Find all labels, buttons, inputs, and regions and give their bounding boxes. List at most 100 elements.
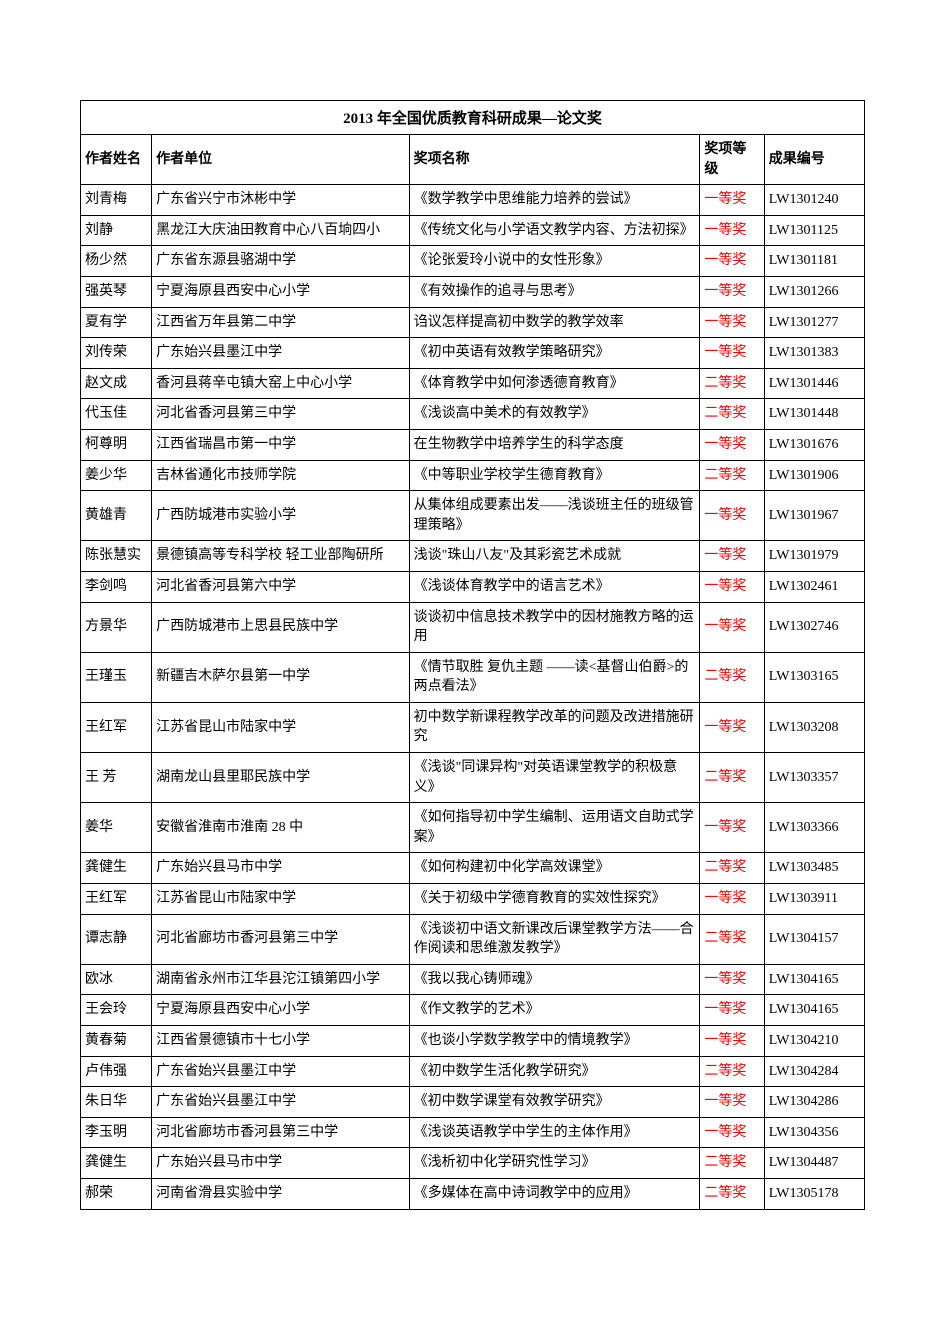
cell-code: LW1304286	[764, 1087, 864, 1118]
cell-author: 李玉明	[81, 1117, 152, 1148]
cell-author: 卢伟强	[81, 1056, 152, 1087]
table-row: 欧冰湖南省永州市江华县沱江镇第四小学《我以我心铸师魂》一等奖LW1304165	[81, 964, 864, 995]
cell-unit: 广东省兴宁市沐彬中学	[152, 185, 410, 216]
cell-unit: 新疆吉木萨尔县第一中学	[152, 652, 410, 702]
cell-level: 一等奖	[700, 185, 764, 216]
cell-award: 《浅谈体育教学中的语言艺术》	[409, 571, 700, 602]
cell-author: 刘青梅	[81, 185, 152, 216]
table-row: 姜华安徽省淮南市淮南 28 中《如何指导初中学生编制、运用语文自助式学案》一等奖…	[81, 803, 864, 853]
cell-author: 陈张慧实	[81, 541, 152, 572]
cell-level: 一等奖	[700, 884, 764, 915]
cell-level: 二等奖	[700, 652, 764, 702]
cell-unit: 广东省始兴县墨江中学	[152, 1087, 410, 1118]
cell-code: LW1303366	[764, 803, 864, 853]
cell-author: 杨少然	[81, 246, 152, 277]
table-row: 刘青梅广东省兴宁市沐彬中学《数学教学中思维能力培养的尝试》一等奖LW130124…	[81, 185, 864, 216]
cell-level: 一等奖	[700, 1026, 764, 1057]
cell-level: 一等奖	[700, 491, 764, 541]
cell-code: LW1302461	[764, 571, 864, 602]
cell-award: 《浅谈"同课异构"对英语课堂教学的积极意义》	[409, 753, 700, 803]
cell-code: LW1301967	[764, 491, 864, 541]
cell-unit: 江苏省昆山市陆家中学	[152, 884, 410, 915]
cell-unit: 湖南龙山县里耶民族中学	[152, 753, 410, 803]
cell-level: 二等奖	[700, 368, 764, 399]
col-header-code: 成果编号	[764, 135, 864, 185]
table-row: 王红军江苏省昆山市陆家中学《关于初级中学德育教育的实效性探究》一等奖LW1303…	[81, 884, 864, 915]
cell-author: 王红军	[81, 884, 152, 915]
cell-level: 二等奖	[700, 753, 764, 803]
cell-code: LW1303165	[764, 652, 864, 702]
table-row: 王红军江苏省昆山市陆家中学初中数学新课程教学改革的问题及改进措施研究一等奖LW1…	[81, 702, 864, 752]
cell-level: 二等奖	[700, 460, 764, 491]
cell-author: 黄雄青	[81, 491, 152, 541]
cell-level: 一等奖	[700, 571, 764, 602]
cell-unit: 景德镇高等专科学校 轻工业部陶研所	[152, 541, 410, 572]
table-row: 李玉明河北省廊坊市香河县第三中学《浅谈英语教学中学生的主体作用》一等奖LW130…	[81, 1117, 864, 1148]
cell-unit: 香河县蒋辛屯镇大窑上中心小学	[152, 368, 410, 399]
cell-award: 《浅谈英语教学中学生的主体作用》	[409, 1117, 700, 1148]
cell-code: LW1303357	[764, 753, 864, 803]
awards-table: 作者姓名 作者单位 奖项名称 奖项等级 成果编号 刘青梅广东省兴宁市沐彬中学《数…	[81, 135, 864, 1209]
table-row: 黄雄青广西防城港市实验小学从集体组成要素出发——浅谈班主任的班级管理策略》一等奖…	[81, 491, 864, 541]
cell-code: LW1301277	[764, 307, 864, 338]
table-row: 夏有学江西省万年县第二中学诌议怎样提高初中数学的教学效率一等奖LW1301277	[81, 307, 864, 338]
cell-code: LW1303485	[764, 853, 864, 884]
cell-level: 一等奖	[700, 429, 764, 460]
cell-award: 《浅谈高中美术的有效教学》	[409, 399, 700, 430]
cell-award: 《我以我心铸师魂》	[409, 964, 700, 995]
cell-unit: 宁夏海原县西安中心小学	[152, 276, 410, 307]
col-header-unit: 作者单位	[152, 135, 410, 185]
cell-level: 二等奖	[700, 399, 764, 430]
cell-level: 一等奖	[700, 246, 764, 277]
cell-author: 朱日华	[81, 1087, 152, 1118]
cell-unit: 广西防城港市实验小学	[152, 491, 410, 541]
cell-code: LW1301448	[764, 399, 864, 430]
table-row: 龚健生广东始兴县马市中学《如何构建初中化学高效课堂》二等奖LW1303485	[81, 853, 864, 884]
cell-award: 《浅谈初中语文新课改后课堂教学方法——合作阅读和思维激发教学》	[409, 914, 700, 964]
cell-code: LW1303208	[764, 702, 864, 752]
cell-author: 赵文成	[81, 368, 152, 399]
cell-level: 一等奖	[700, 276, 764, 307]
cell-unit: 黑龙江大庆油田教育中心八百垧四小	[152, 215, 410, 246]
cell-author: 姜少华	[81, 460, 152, 491]
cell-author: 郝荣	[81, 1178, 152, 1208]
cell-unit: 广东始兴县马市中学	[152, 1148, 410, 1179]
table-row: 郝荣河南省滑县实验中学《多媒体在高中诗词教学中的应用》二等奖LW1305178	[81, 1178, 864, 1208]
cell-code: LW1304165	[764, 964, 864, 995]
cell-award: 《情节取胜 复仇主题 ——读<基督山伯爵>的两点看法》	[409, 652, 700, 702]
cell-award: 《关于初级中学德育教育的实效性探究》	[409, 884, 700, 915]
cell-level: 一等奖	[700, 803, 764, 853]
cell-award: 《体育教学中如何渗透德育教育》	[409, 368, 700, 399]
cell-level: 二等奖	[700, 914, 764, 964]
cell-author: 龚健生	[81, 1148, 152, 1179]
cell-award: 诌议怎样提高初中数学的教学效率	[409, 307, 700, 338]
table-row: 卢伟强广东省始兴县墨江中学《初中数学生活化教学研究》二等奖LW1304284	[81, 1056, 864, 1087]
cell-award: 《初中英语有效教学策略研究》	[409, 338, 700, 369]
cell-code: LW1304210	[764, 1026, 864, 1057]
table-row: 方景华广西防城港市上思县民族中学谈谈初中信息技术教学中的因材施教方略的运用一等奖…	[81, 602, 864, 652]
cell-unit: 广东省东源县骆湖中学	[152, 246, 410, 277]
cell-unit: 安徽省淮南市淮南 28 中	[152, 803, 410, 853]
cell-code: LW1305178	[764, 1178, 864, 1208]
cell-level: 二等奖	[700, 1178, 764, 1208]
cell-author: 刘静	[81, 215, 152, 246]
table-row: 杨少然广东省东源县骆湖中学《论张爱玲小说中的女性形象》一等奖LW1301181	[81, 246, 864, 277]
cell-author: 姜华	[81, 803, 152, 853]
cell-code: LW1301979	[764, 541, 864, 572]
cell-level: 一等奖	[700, 541, 764, 572]
cell-unit: 湖南省永州市江华县沱江镇第四小学	[152, 964, 410, 995]
cell-award: 浅谈"珠山八友"及其彩瓷艺术成就	[409, 541, 700, 572]
cell-level: 一等奖	[700, 215, 764, 246]
cell-unit: 广东始兴县马市中学	[152, 853, 410, 884]
cell-code: LW1301240	[764, 185, 864, 216]
table-row: 刘静黑龙江大庆油田教育中心八百垧四小《传统文化与小学语文教学内容、方法初探》一等…	[81, 215, 864, 246]
table-row: 强英琴宁夏海原县西安中心小学《有效操作的追寻与思考》一等奖LW1301266	[81, 276, 864, 307]
cell-award: 初中数学新课程教学改革的问题及改进措施研究	[409, 702, 700, 752]
table-row: 陈张慧实景德镇高等专科学校 轻工业部陶研所浅谈"珠山八友"及其彩瓷艺术成就一等奖…	[81, 541, 864, 572]
cell-level: 二等奖	[700, 1148, 764, 1179]
cell-author: 谭志静	[81, 914, 152, 964]
cell-author: 王红军	[81, 702, 152, 752]
cell-unit: 江西省瑞昌市第一中学	[152, 429, 410, 460]
cell-award: 从集体组成要素出发——浅谈班主任的班级管理策略》	[409, 491, 700, 541]
cell-author: 柯尊明	[81, 429, 152, 460]
